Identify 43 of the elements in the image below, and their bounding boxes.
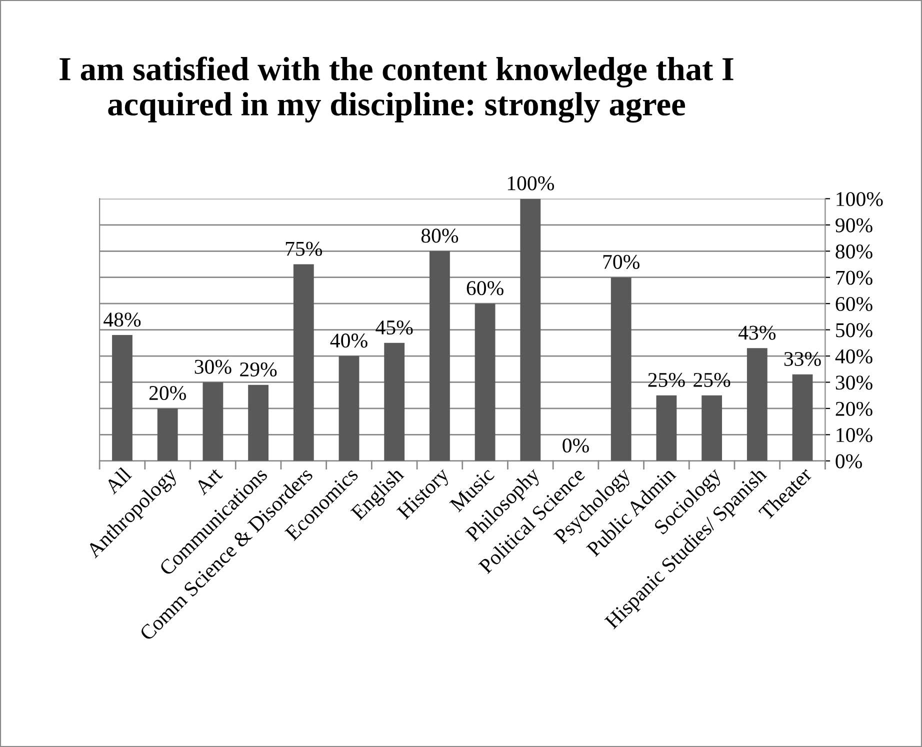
y-tick-label: 50% [836, 323, 872, 338]
y-tick-label: 70% [836, 270, 872, 285]
y-tick-label: 100% [836, 192, 883, 206]
bar [746, 348, 768, 461]
data-label: 80% [421, 228, 458, 243]
bar [202, 382, 224, 461]
y-tick-label: 90% [836, 218, 872, 232]
data-label: 0% [562, 438, 589, 453]
data-label: 30% [194, 360, 232, 374]
bar [430, 251, 450, 461]
data-label: 29% [240, 362, 277, 377]
y-tick-label: 30% [836, 376, 872, 390]
chart-title: I am satisfied with the content knowledge that I acquired in my discipline: strongly agree [60, 56, 734, 123]
y-tick-label: 10% [836, 428, 872, 442]
bar [474, 304, 496, 461]
bar [157, 408, 178, 461]
bar [792, 374, 813, 461]
y-tick-label: 40% [835, 349, 872, 364]
bar [520, 198, 541, 461]
bar [338, 356, 360, 461]
data-label: 25% [648, 372, 685, 388]
data-label: 40% [330, 334, 368, 348]
y-tick-label: 80% [836, 244, 872, 259]
bar [112, 335, 132, 461]
y-tick-label: 20% [836, 402, 872, 416]
data-label: 48% [104, 312, 141, 327]
data-label: 33% [784, 352, 821, 366]
data-label: 70% [603, 254, 640, 270]
data-label: 60% [466, 281, 504, 296]
bar [293, 264, 314, 461]
bar [384, 342, 405, 461]
data-label: 75% [286, 242, 322, 256]
y-tick-label: 0% [836, 454, 862, 468]
data-label: 100% [508, 176, 554, 190]
bar [248, 384, 269, 461]
data-label: 20% [149, 386, 186, 400]
y-tick-label: 60% [836, 296, 872, 312]
data-label: 25% [694, 372, 730, 388]
data-label: 43% [738, 326, 776, 340]
bar [656, 395, 677, 461]
data-label: 45% [376, 320, 413, 335]
bar [702, 395, 722, 461]
bar [610, 277, 632, 461]
